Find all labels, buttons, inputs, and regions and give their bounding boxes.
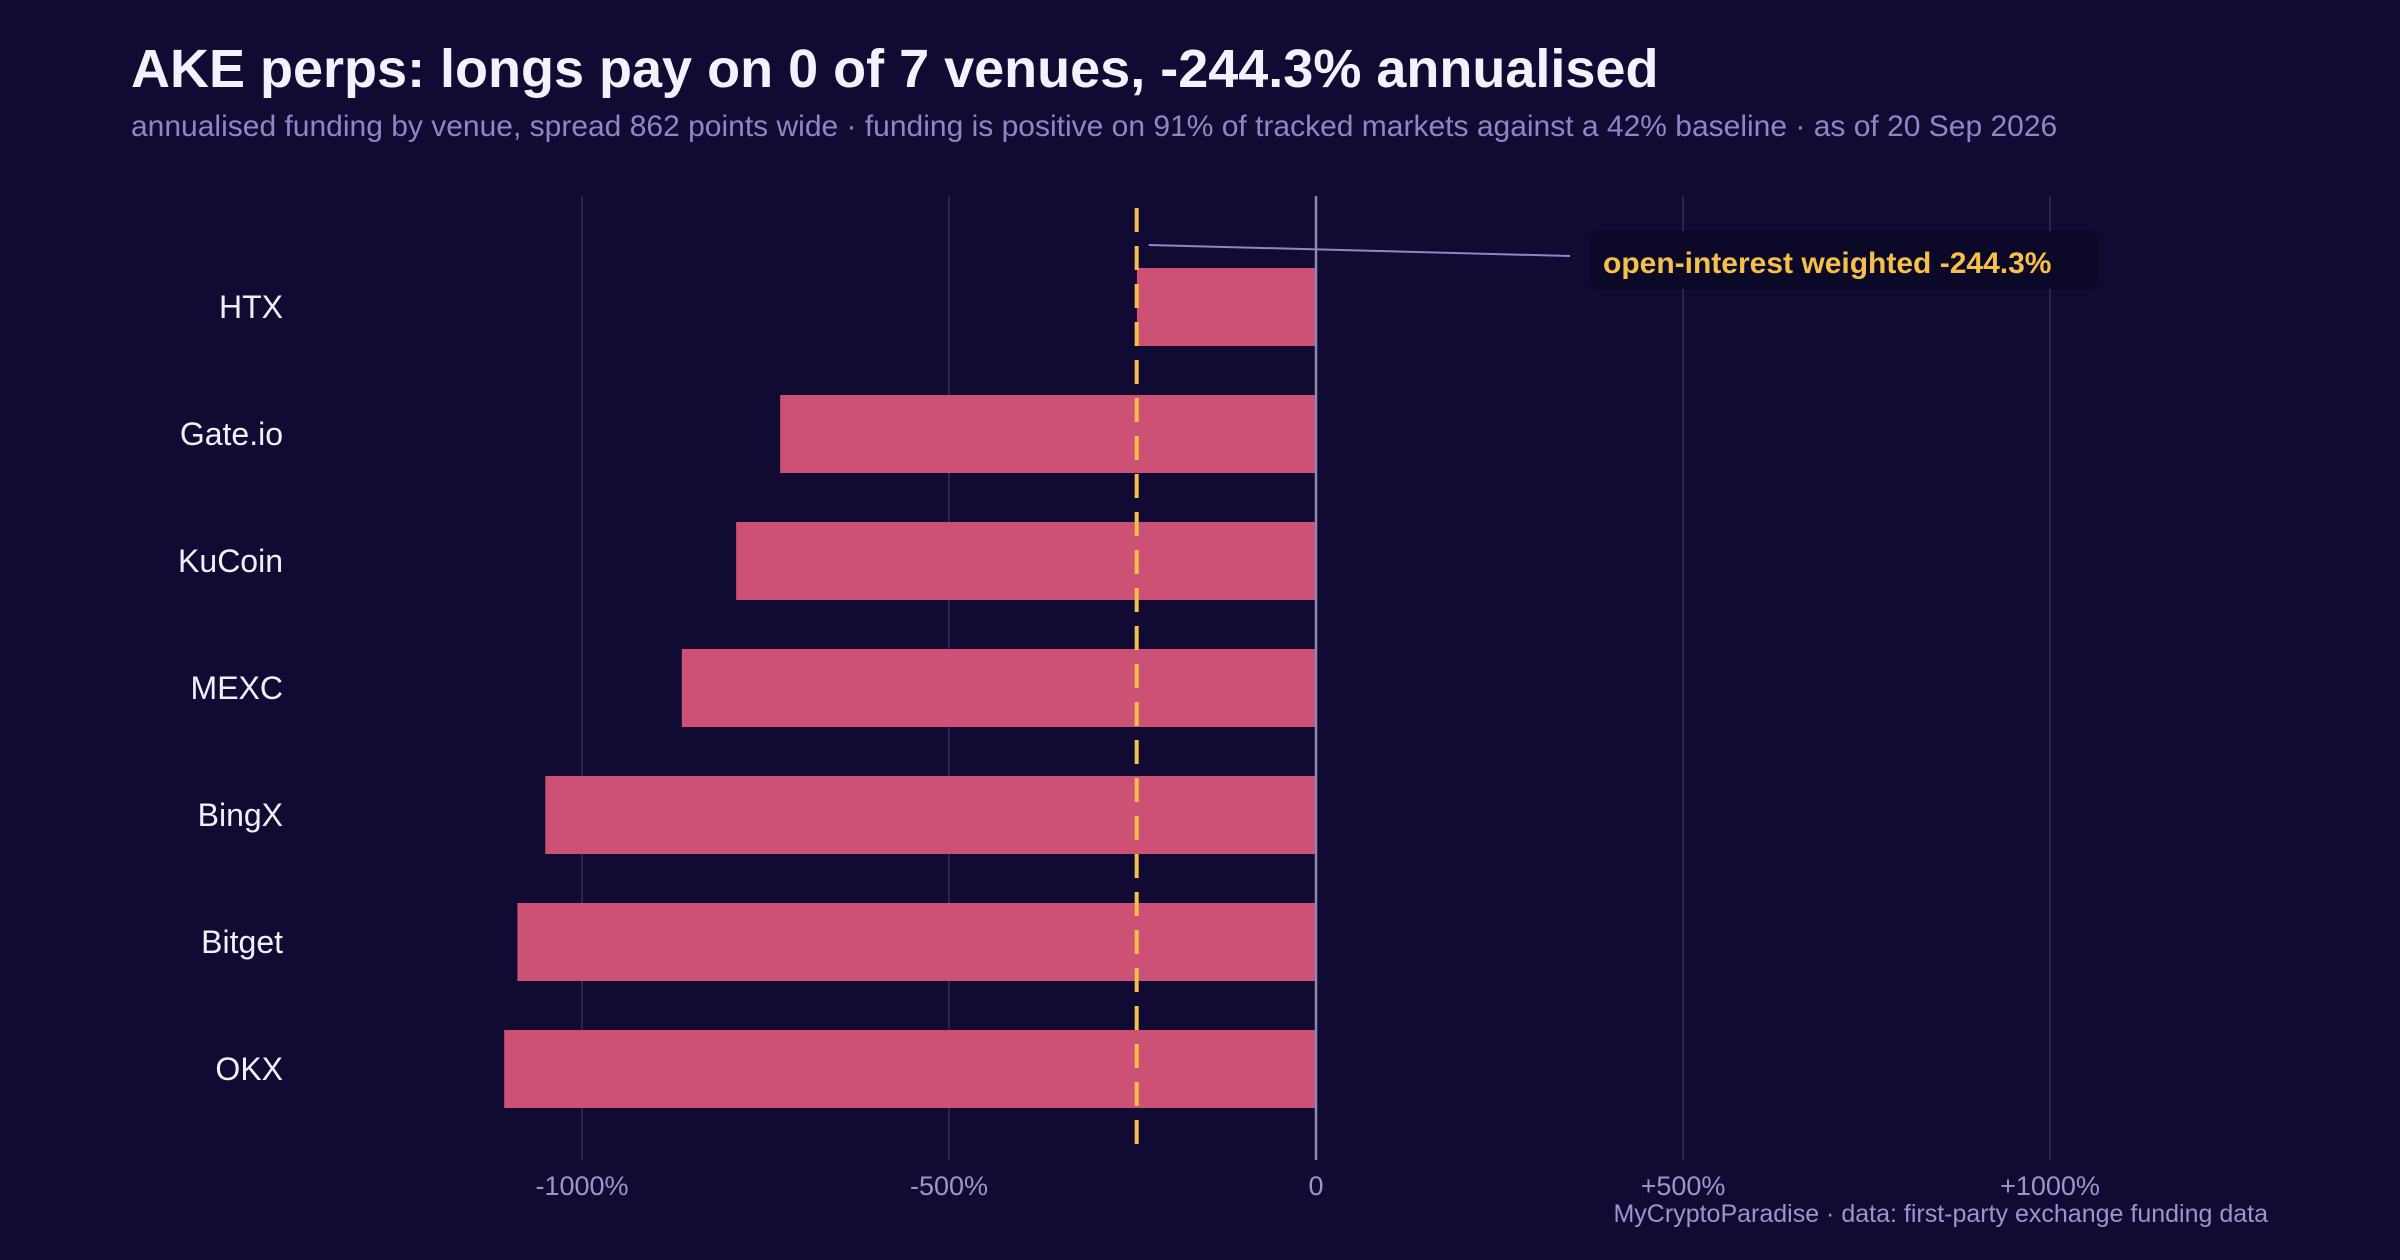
annotation-label-text: open-interest weighted [1603,247,1940,280]
venue-label: BingX [198,797,283,833]
x-tick-label: -1000% [535,1171,628,1201]
annotation-leader-line [1148,244,1571,257]
annotation-box [1590,231,2098,289]
annotation-value: -244.3% [1940,247,2052,280]
x-tick-label: -500% [910,1171,988,1201]
source-footer: MyCryptoParadise · data: first-party exc… [1613,1200,2268,1228]
bar-htx [1136,268,1316,346]
bar-okx [504,1030,1316,1108]
x-tick-label: 0 [1308,1171,1323,1201]
annotation-label: open-interest weighted -244.3% [1603,247,2051,280]
bar-kucoin [736,522,1316,600]
grid-lines [581,196,2051,1160]
venue-label: Bitget [201,924,283,960]
bar-mexc [681,649,1316,727]
annotation-group: open-interest weighted -244.3% [1148,231,2098,289]
bar-bingx [545,776,1316,854]
venue-label: OKX [215,1051,283,1087]
chart-title: AKE perps: longs pay on 0 of 7 venues, -… [131,39,1659,99]
bar-bitget [517,903,1316,981]
venue-label: KuCoin [178,543,283,579]
x-tick-label: +500% [1641,1171,1726,1201]
labels: -1000% -500% 0 +500% +1000% HTX Gate.io KuCoin M… [178,289,2100,1201]
venue-label: Gate.io [180,416,283,452]
chart-subtitle: annualised funding by venue, spread 862 … [131,110,2058,143]
x-tick-label: +1000% [2000,1171,2100,1201]
bar-gate-io [780,395,1316,473]
venue-label: HTX [219,289,283,325]
venue-label: MEXC [191,670,283,706]
bars [504,268,1316,1108]
